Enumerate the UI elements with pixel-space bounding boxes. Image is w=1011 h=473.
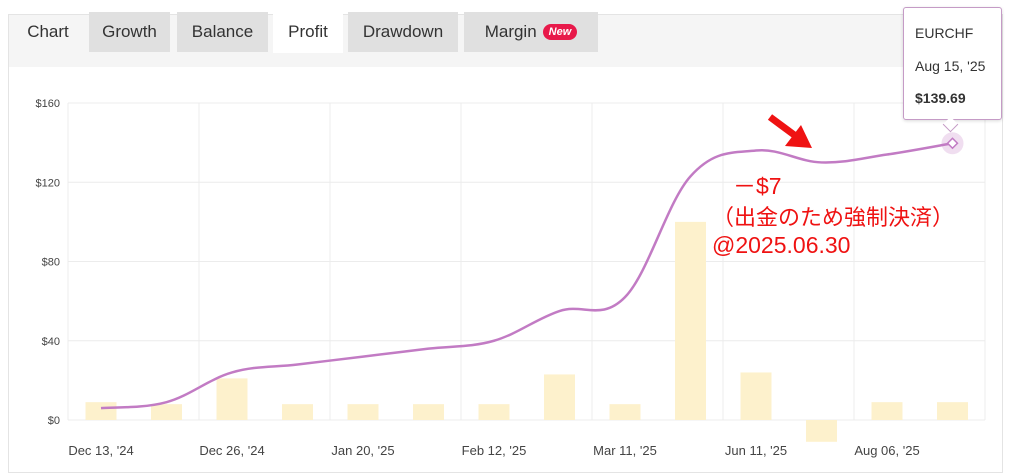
tooltip-symbol: EURCHF	[915, 25, 974, 41]
tab-margin-label: Margin	[484, 22, 537, 41]
tab-chart[interactable]: Chart	[14, 12, 82, 52]
profit-bar	[347, 404, 379, 420]
tooltip-point-marker	[941, 132, 964, 155]
annotation-reason: （出金のため強制決済）	[712, 205, 955, 230]
y-tick-label: $80	[42, 257, 60, 269]
profit-bar	[740, 372, 772, 420]
tab-growth[interactable]: Growth	[89, 12, 170, 52]
profit-bar	[609, 404, 641, 420]
tooltip: EURCHF Aug 15, '25 $139.69	[903, 7, 1002, 120]
red-arrow	[767, 114, 812, 148]
profit-bar	[937, 402, 968, 420]
profit-bar	[282, 404, 313, 420]
grid-lines	[67, 102, 986, 421]
y-tick-label: $120	[36, 177, 60, 189]
tab-chart-label: Chart	[27, 22, 69, 41]
tab-growth-label: Growth	[102, 22, 157, 41]
x-tick-label: Jun 11, '25	[725, 443, 787, 458]
arrow-shaft	[767, 114, 800, 140]
marker-point	[946, 137, 959, 150]
tab-drawdown-label: Drawdown	[362, 22, 444, 41]
tooltip-date: Aug 15, '25	[915, 58, 986, 74]
annotation-date: @2025.06.30	[712, 232, 851, 258]
x-tick-label: Dec 13, '24	[68, 443, 133, 458]
arrow-head	[785, 125, 812, 148]
profit-bar	[675, 221, 706, 420]
tab-drawdown[interactable]: Drawdown	[348, 12, 458, 52]
profit-line	[100, 142, 953, 410]
profit-bar	[544, 374, 575, 420]
y-tick-label: $160	[36, 98, 60, 110]
y-tick-label: $0	[48, 415, 60, 427]
profit-bar	[871, 402, 903, 420]
profit-bar	[216, 378, 248, 420]
bars-series	[85, 221, 968, 442]
x-tick-label: Mar 11, '25	[593, 443, 657, 458]
profit-bar	[85, 402, 117, 420]
profit-bar	[478, 404, 510, 420]
new-badge: New	[542, 24, 578, 40]
x-axis-ticks: Dec 13, '24 Dec 26, '24 Jan 20, '25 Feb 12,…	[68, 443, 919, 458]
y-axis-ticks: $0 $40 $80 $120 $160	[36, 98, 60, 427]
tab-profit[interactable]: Profit	[273, 11, 343, 53]
tab-balance[interactable]: Balance	[177, 12, 268, 52]
tab-margin[interactable]: Margin New	[464, 12, 598, 52]
annotation-amount: －$7	[733, 173, 782, 199]
tooltip-value: $139.69	[915, 90, 966, 106]
tab-profit-label: Profit	[288, 22, 328, 41]
x-tick-label: Jan 20, '25	[331, 443, 394, 458]
x-tick-label: Feb 12, '25	[462, 443, 527, 458]
profit-bar	[806, 420, 837, 442]
x-tick-label: Aug 06, '25	[854, 443, 919, 458]
profit-bar	[413, 404, 444, 420]
profit-bar	[151, 404, 182, 420]
tab-balance-label: Balance	[191, 22, 254, 41]
x-tick-label: Dec 26, '24	[199, 443, 264, 458]
y-tick-label: $40	[42, 336, 60, 348]
chart-panel	[8, 14, 1003, 473]
